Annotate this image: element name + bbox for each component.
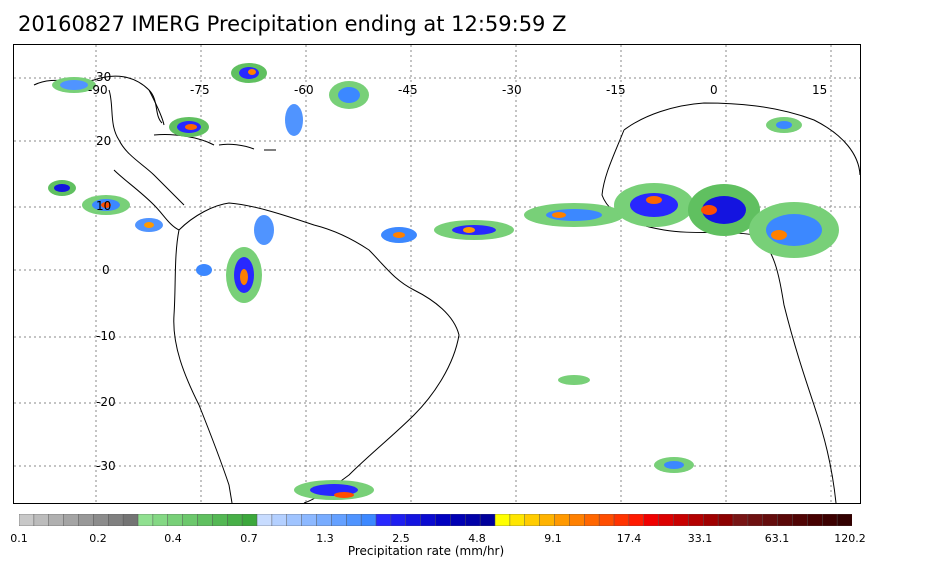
colorbar-swatch (182, 514, 199, 526)
colorbar-swatch (227, 514, 243, 526)
colorbar-swatch (494, 514, 511, 526)
colorbar-tick-label: 120.2 (834, 532, 866, 545)
colorbar-swatch (762, 514, 779, 526)
coastlines (33, 75, 860, 503)
colorbar-swatch (836, 514, 852, 526)
colorbar-tick-label: 2.5 (392, 532, 410, 545)
colorbar-swatch (717, 514, 734, 526)
colorbar-swatch (524, 514, 541, 526)
colorbar-swatch (688, 514, 705, 526)
colorbar-swatch (360, 514, 377, 526)
colorbar-swatch (19, 514, 35, 526)
colorbar-swatch (63, 514, 80, 526)
colorbar-swatch (405, 514, 422, 526)
colorbar-swatch (643, 514, 660, 526)
colorbar-swatch (375, 514, 392, 526)
colorbar-tick-label: 63.1 (764, 532, 790, 545)
colorbar-swatch (271, 514, 288, 526)
map-title: 20160827 IMERG Precipitation ending at 1… (18, 12, 567, 36)
colorbar-swatch (673, 514, 690, 526)
colorbar-tick-label: 33.1 (687, 532, 713, 545)
colorbar-swatch (509, 514, 526, 526)
colorbar-swatch (212, 514, 229, 526)
lat-label: -20 (96, 395, 116, 409)
colorbar-swatch (33, 514, 50, 526)
colorbar-tick-label: 0.7 (240, 532, 258, 545)
colorbar-swatch (197, 514, 214, 526)
colorbar-swatch (301, 514, 318, 526)
colorbar-tick-label: 9.1 (544, 532, 562, 545)
colorbar-swatch (122, 514, 139, 526)
colorbar-swatch (331, 514, 348, 526)
colorbar-swatch (584, 514, 600, 526)
precip-field (48, 63, 839, 500)
colorbar-swatch (479, 514, 496, 526)
colorbar-swatch (450, 514, 467, 526)
lon-label: -30 (502, 83, 522, 97)
lat-label: 0 (102, 263, 110, 277)
colorbar-swatch (390, 514, 407, 526)
south-america (173, 202, 460, 503)
colorbar-swatch (93, 514, 110, 526)
lon-label: -90 (88, 83, 108, 97)
colorbar-swatch (703, 514, 719, 526)
lon-label: -15 (606, 83, 626, 97)
lon-label: 0 (710, 83, 718, 97)
colorbar-tick-label: 17.4 (616, 532, 642, 545)
colorbar-title: Precipitation rate (mm/hr) (347, 544, 505, 558)
colorbar-swatch (465, 514, 481, 526)
colorbar-swatch (598, 514, 615, 526)
colorbar-swatch (316, 514, 333, 526)
colorbar-swatch (822, 514, 838, 526)
colorbar-swatch (346, 514, 362, 526)
florida-coast (148, 89, 165, 126)
lat-label: 30 (96, 70, 112, 84)
hispaniola (218, 143, 255, 150)
colorbar-swatch (777, 514, 794, 526)
colorbar-swatch (554, 514, 571, 526)
colorbar-swatch (78, 514, 95, 526)
graticule (14, 45, 860, 503)
colorbar-swatch (48, 514, 65, 526)
colorbar-swatch (539, 514, 556, 526)
lon-label: -60 (294, 83, 314, 97)
colorbar-swatch (435, 514, 452, 526)
colorbar-swatch (286, 514, 303, 526)
colorbar-swatch (747, 514, 764, 526)
colorbar-swatch (420, 514, 437, 526)
colorbar-swatch (613, 514, 630, 526)
colorbar-swatch (108, 514, 124, 526)
colorbar-swatch (256, 514, 273, 526)
lat-label: -10 (96, 329, 116, 343)
colorbar-swatch (167, 514, 184, 526)
colorbar-swatch (732, 514, 749, 526)
colorbar-tick-label: 4.8 (468, 532, 486, 545)
colorbar-swatch (628, 514, 645, 526)
colorbar-tick-label: 0.4 (164, 532, 182, 545)
colorbar-tick-label: 1.3 (316, 532, 334, 545)
lon-label: -75 (190, 83, 210, 97)
central-america (113, 169, 180, 231)
lat-label: -30 (96, 459, 116, 473)
colorbar-swatch (137, 514, 154, 526)
lat-label: 10 (96, 199, 112, 213)
colorbar-swatch (807, 514, 824, 526)
colorbar-swatch (152, 514, 169, 526)
precipitation-map: -90 -75 -60 -45 -30 -15 0 15 30 20 10 0 … (13, 44, 861, 504)
colorbar-tick-label: 0.2 (89, 532, 107, 545)
colorbar-swatch (792, 514, 809, 526)
lon-label: -45 (398, 83, 418, 97)
africa (601, 102, 860, 503)
colorbar-swatch (569, 514, 586, 526)
lat-label: 20 (96, 134, 112, 148)
colorbar-tick-label: 0.1 (10, 532, 28, 545)
colorbar-swatch (241, 514, 258, 526)
colorbar (19, 514, 852, 526)
map-canvas (14, 45, 860, 503)
colorbar-swatch (658, 514, 675, 526)
lon-label: 15 (812, 83, 828, 97)
